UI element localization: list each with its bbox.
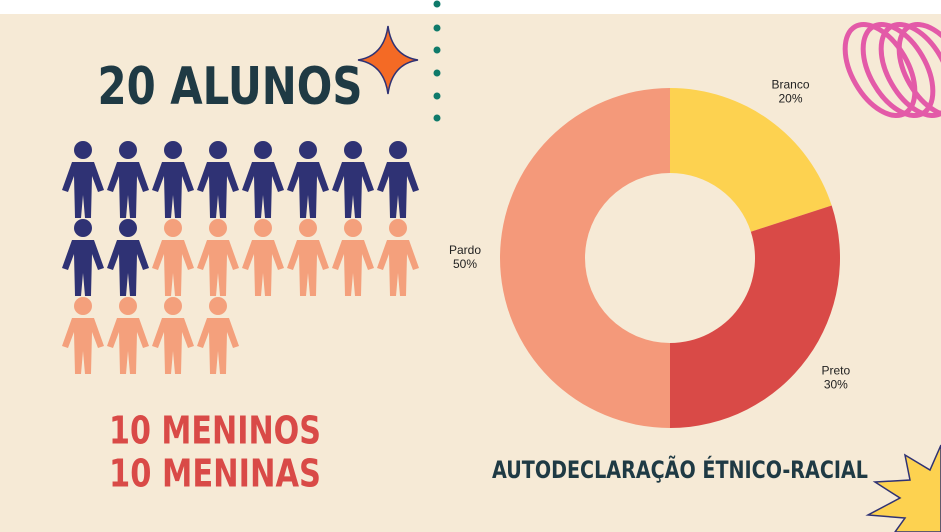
person-head <box>389 141 407 159</box>
person-body <box>62 240 104 296</box>
person-icon <box>62 297 104 374</box>
person-body <box>107 318 149 374</box>
person-icon <box>107 297 149 374</box>
person-icon <box>152 219 194 296</box>
person-icon <box>152 297 194 374</box>
person-body <box>332 240 374 296</box>
person-head <box>299 141 317 159</box>
person-icon <box>107 219 149 296</box>
person-body <box>152 318 194 374</box>
person-head <box>389 219 407 237</box>
person-body <box>377 240 419 296</box>
person-head <box>74 219 92 237</box>
person-head <box>254 141 272 159</box>
person-head <box>209 219 227 237</box>
person-head <box>74 297 92 315</box>
person-body <box>107 162 149 218</box>
person-icon <box>332 219 374 296</box>
donut-slice <box>670 205 841 428</box>
person-head <box>164 141 182 159</box>
person-icon <box>152 141 194 218</box>
person-icon <box>107 141 149 218</box>
person-icon <box>377 219 419 296</box>
slice-category: Pardo <box>449 243 481 257</box>
person-icon <box>197 219 239 296</box>
headline: 20 ALUNOS <box>98 57 363 117</box>
person-icon <box>242 219 284 296</box>
person-head <box>209 297 227 315</box>
slice-value-label: 20% <box>778 91 802 105</box>
person-body <box>197 318 239 374</box>
person-icon <box>62 219 104 296</box>
person-icon <box>197 141 239 218</box>
person-body <box>107 240 149 296</box>
person-icon <box>287 219 329 296</box>
slice-category: Preto <box>822 364 851 378</box>
slice-value-label: 50% <box>453 257 477 271</box>
person-head <box>209 141 227 159</box>
person-body <box>152 240 194 296</box>
person-head <box>119 141 137 159</box>
spiral-decoration <box>842 21 941 119</box>
person-icon <box>377 141 419 218</box>
star-decoration <box>357 25 419 95</box>
burst-decoration <box>865 444 941 532</box>
slice-value-label: 30% <box>824 378 848 392</box>
person-body <box>287 162 329 218</box>
person-icon <box>197 297 239 374</box>
person-body <box>62 318 104 374</box>
person-head <box>119 219 137 237</box>
donut-slice <box>670 88 832 232</box>
person-head <box>74 141 92 159</box>
person-body <box>377 162 419 218</box>
person-body <box>62 162 104 218</box>
person-body <box>197 162 239 218</box>
person-body <box>197 240 239 296</box>
person-body <box>152 162 194 218</box>
person-icon <box>62 141 104 218</box>
boys-label: 10 MENINOS <box>109 409 321 453</box>
person-head <box>344 219 362 237</box>
person-head <box>164 297 182 315</box>
person-head <box>254 219 272 237</box>
person-icon <box>287 141 329 218</box>
person-head <box>344 141 362 159</box>
person-body <box>287 240 329 296</box>
girls-label: 10 MENINAS <box>109 452 321 496</box>
person-head <box>299 219 317 237</box>
person-head <box>164 219 182 237</box>
person-body <box>332 162 374 218</box>
top-strip <box>0 0 941 14</box>
dots-decoration <box>433 0 441 122</box>
person-body <box>242 240 284 296</box>
donut-slice <box>500 88 670 428</box>
person-body <box>242 162 284 218</box>
slice-category: Branco <box>771 77 809 91</box>
chart-title: AUTODECLARAÇÃO ÉTNICO-RACIAL <box>492 455 868 484</box>
person-icon <box>242 141 284 218</box>
person-head <box>119 297 137 315</box>
person-icon <box>332 141 374 218</box>
